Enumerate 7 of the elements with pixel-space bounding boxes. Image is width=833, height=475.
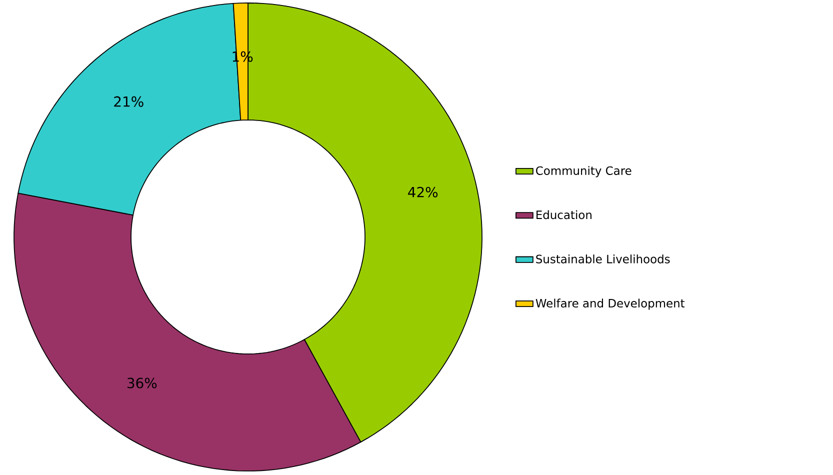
legend-label: Community Care bbox=[536, 166, 632, 178]
legend-label: Education bbox=[536, 210, 592, 220]
data-label: 21% bbox=[114, 96, 144, 107]
legend-label: Welfare and Development bbox=[536, 298, 685, 310]
legend-label: Sustainable Livelihoods bbox=[536, 254, 670, 264]
data-label: 36% bbox=[127, 378, 157, 388]
data-label: 42% bbox=[408, 186, 438, 198]
